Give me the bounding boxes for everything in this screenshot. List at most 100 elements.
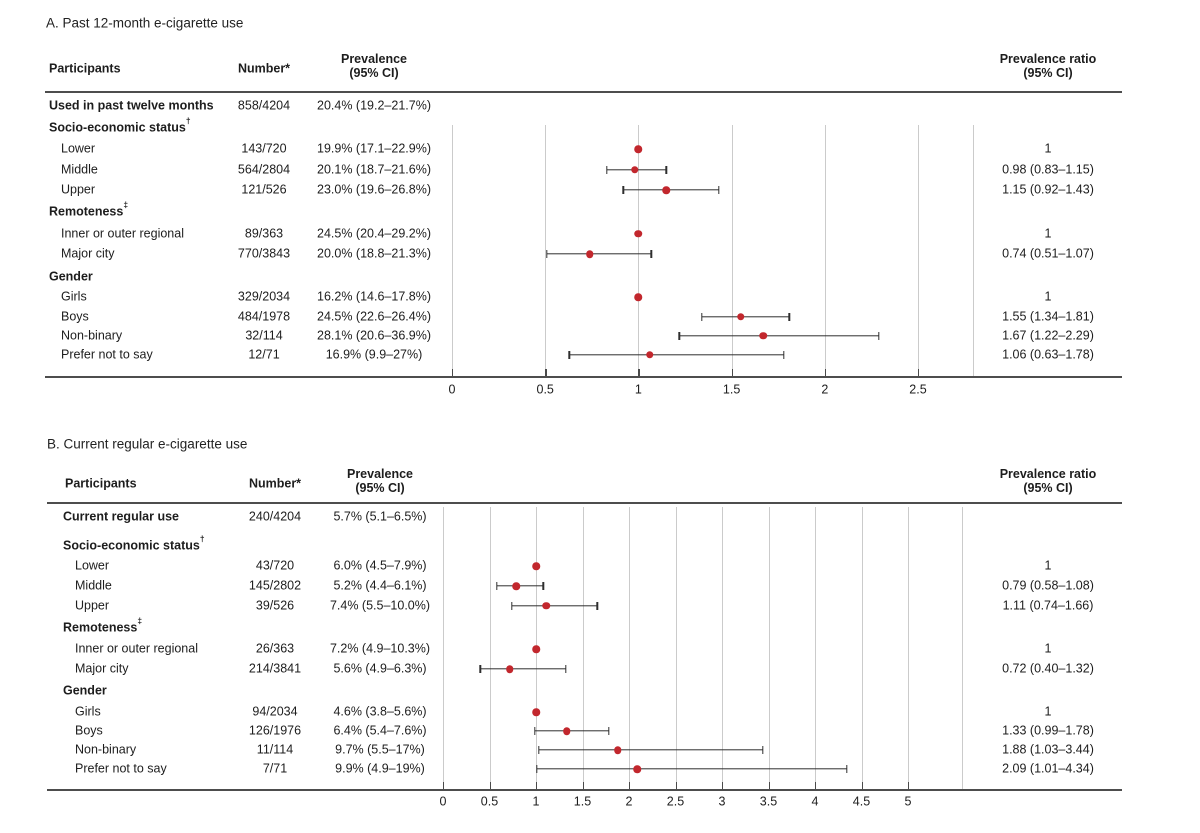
panel-b-axis-tick [722, 782, 724, 789]
panel-a-number-cell: 32/114 [245, 328, 283, 342]
panel-b-ci-cap-high [607, 727, 610, 735]
panel-a-prevalence-cell: 24.5% (20.4–29.2%) [317, 226, 431, 240]
panel-a-point-estimate-dot [634, 229, 643, 238]
panel-a-axis-tick-label: 1.5 [722, 382, 741, 397]
panel-a-col-header-prevalence-ratio: Prevalence ratio (95% CI) [999, 52, 1097, 80]
panel-b-row-label-group: Remoteness‡ [63, 615, 143, 635]
panel-b-ci-cap-low [496, 582, 498, 590]
panel-b-gridline [908, 507, 909, 789]
panel-a-confidence-interval [623, 189, 719, 191]
panel-b-col-header-prevalence: Prevalence (95% CI) [346, 467, 414, 495]
panel-b-prevalence-ratio-cell: 1.33 (0.99–1.78) [1002, 723, 1094, 738]
panel-b-confidence-interval [538, 749, 763, 751]
panel-b-row-label-item: Upper [75, 598, 110, 612]
panel-b-title: B. Current regular e-cigarette use [47, 436, 248, 452]
panel-a-axis-tick [545, 369, 547, 376]
panel-a-number-cell: 484/1978 [237, 309, 291, 323]
panel-a-confidence-interval [701, 315, 790, 318]
panel-a-gridline [545, 125, 547, 376]
panel-b-prevalence-ratio-cell: 1.11 (0.74–1.66) [1002, 598, 1094, 612]
panel-b-gridline [722, 507, 723, 789]
panel-a-prevalence-cell: 28.1% (20.6–36.9%) [317, 328, 431, 342]
panel-b-prevalence-ratio-cell: 2.09 (1.01–4.34) [1002, 761, 1094, 776]
panel-a-prevalence-cell: 20.4% (19.2–21.7%) [317, 98, 431, 113]
panel-a-prevalence-ratio-cell: 1.67 (1.22–2.29) [1002, 328, 1094, 342]
panel-a-ci-cap-low [568, 350, 571, 359]
panel-a-ci-cap-low [622, 186, 625, 194]
panel-b-prevalence-ratio-cell: 0.72 (0.40–1.32) [1002, 661, 1094, 676]
panel-b-gridline [582, 507, 584, 789]
panel-b-gridline [629, 507, 630, 789]
panel-b-prevalence-ratio-cell: 1 [1044, 641, 1052, 656]
panel-a-prevalence-ratio-cell: 1.06 (0.63–1.78) [1002, 347, 1094, 361]
panel-b-number-cell: 94/2034 [252, 704, 298, 719]
panel-a-ci-cap-low [701, 312, 703, 321]
panel-a-row-label-overall: Used in past twelve months [49, 98, 214, 113]
panel-a-row-label-item: Middle [61, 162, 98, 176]
panel-a-prevalence-ratio-cell: 1 [1044, 226, 1052, 240]
panel-b-axis-tick-label: 5 [904, 794, 912, 809]
panel-a-prevalence-cell: 16.2% (14.6–17.8%) [317, 289, 431, 304]
panel-b-prevalence-cell: 4.6% (3.8–5.6%) [333, 704, 427, 719]
panel-b-prevalence-ratio-cell: 0.79 (0.58–1.08) [1002, 578, 1094, 593]
panel-a-ci-cap-high [783, 350, 785, 359]
panel-b-point-estimate-dot [532, 562, 540, 570]
panel-b-prevalence-cell: 9.7% (5.5–17%) [335, 742, 425, 757]
panel-b-point-estimate-dot [542, 601, 550, 610]
panel-b-ci-cap-low [479, 665, 481, 673]
panel-a-prevalence-cell: 16.9% (9.9–27%) [325, 347, 423, 361]
panel-b-prevalence-cell: 6.4% (5.4–7.6%) [333, 723, 427, 738]
panel-a-gridline [452, 125, 453, 376]
panel-a-row-label-group: Gender [49, 269, 93, 284]
panel-b-confidence-interval [480, 668, 566, 670]
panel-a-gridline [638, 125, 640, 376]
panel-b-gridline [443, 507, 444, 789]
panel-b-point-estimate-dot [532, 645, 540, 653]
panel-a-point-estimate-dot [586, 250, 594, 258]
panel-b-number-cell: 240/4204 [248, 509, 302, 524]
panel-b-row-label-item: Prefer not to say [75, 761, 167, 776]
panel-a-prevalence-ratio-cell: 0.98 (0.83–1.15) [1002, 162, 1094, 176]
panel-a-axis-tick [824, 369, 827, 376]
panel-b-axis-tick-label: 0.5 [480, 794, 499, 809]
panel-b-row-label-item: Inner or outer regional [75, 641, 198, 656]
panel-b-axis-tick [815, 782, 817, 789]
panel-a-row-label-item: Non-binary [61, 328, 123, 342]
panel-b-axis-tick-label: 4.5 [852, 794, 871, 809]
panel-b-row-label-item: Boys [75, 723, 103, 738]
panel-a-row-label-group: Remoteness‡ [49, 199, 129, 219]
panel-a-row-label-item: Upper [61, 182, 96, 197]
panel-a-number-cell: 329/2034 [237, 289, 291, 304]
panel-a-gridline [731, 125, 733, 376]
panel-a-row-label-item: Prefer not to say [61, 347, 153, 361]
panel-b-ci-cap-low [536, 765, 538, 773]
panel-a-col-header-participants: Participants [49, 61, 121, 76]
panel-b-point-estimate-dot [633, 765, 642, 773]
panel-b-point-estimate-dot [512, 582, 521, 590]
panel-a-prevalence-cell: 19.9% (17.1–22.9%) [317, 141, 431, 156]
panel-a-point-estimate-dot [645, 350, 654, 359]
panel-b-number-cell: 145/2802 [248, 578, 302, 593]
panel-b-number-cell: 39/526 [255, 598, 295, 612]
panel-b-ci-cap-high [596, 601, 599, 610]
panel-b-header-rule [47, 502, 1122, 504]
panel-b-axis-tick-label: 3 [718, 794, 726, 809]
panel-b-gridline [861, 507, 863, 789]
panel-a-ci-cap-high [788, 312, 791, 321]
panel-b-col-header-participants: Participants [65, 476, 137, 491]
panel-b-prevalence-cell: 7.4% (5.5–10.0%) [329, 598, 431, 612]
panel-a-point-estimate-dot [759, 331, 768, 340]
panel-a-header-rule [45, 91, 1122, 93]
panel-b-point-estimate-dot [506, 665, 514, 673]
panel-b-plot-boundary-line [962, 507, 963, 789]
panel-b-axis-tick [861, 782, 863, 789]
panel-b-row-label-item: Non-binary [75, 742, 137, 757]
panel-b-axis-tick [768, 782, 770, 789]
panel-b-prevalence-cell: 5.6% (4.9–6.3%) [333, 661, 427, 676]
panel-b-axis-tick-label: 4 [811, 794, 819, 809]
panel-a-prevalence-ratio-cell: 1 [1044, 141, 1052, 156]
panel-b-axis-tick [443, 782, 445, 789]
panel-b-prevalence-ratio-cell: 1.88 (1.03–3.44) [1002, 742, 1094, 757]
panel-a-number-cell: 770/3843 [237, 246, 291, 261]
panel-b-ci-cap-high [542, 582, 545, 590]
